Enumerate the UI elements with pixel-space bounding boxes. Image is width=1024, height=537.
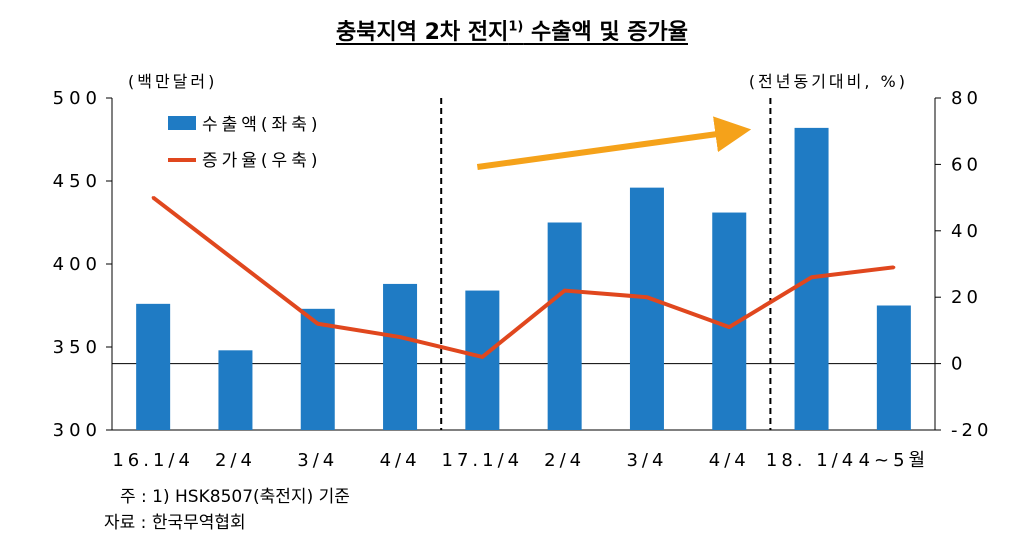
bar-4 — [465, 290, 500, 430]
x-axis-tick-label: 2/4 — [544, 450, 585, 471]
right-axis-tick-label: 40 — [951, 221, 982, 242]
left-axis-tick-label: 400 — [53, 254, 102, 275]
chart-title-main: 충북지역 2차 전지 — [336, 20, 509, 45]
trend-arrow — [476, 116, 752, 170]
right-axis-tick-label: 80 — [951, 88, 982, 109]
footnote-note: 주 : 1) HSK8507(축전지) 기준 — [120, 487, 350, 507]
x-axis-tick-label: 18. 1/4 — [766, 450, 857, 471]
growth-rate-line — [151, 196, 895, 359]
left-axis-tick-label: 450 — [53, 171, 102, 192]
x-axis-tick-label: 4~5월 — [859, 450, 930, 471]
growth-rate-point-8 — [810, 275, 814, 279]
growth-rate-point-0 — [151, 196, 155, 200]
growth-rate-point-4 — [480, 355, 484, 359]
footnote-source: 자료 : 한국무역협회 — [104, 513, 246, 533]
growth-rate-point-2 — [316, 322, 320, 326]
right-axis-tick-label: 0 — [951, 354, 966, 375]
x-axis-tick-label: 16.1/4 — [112, 450, 194, 471]
x-axis-tick-label: 17.1/4 — [442, 450, 524, 471]
x-axis-tick-label: 2/4 — [215, 450, 256, 471]
right-axis-unit: (전년동기대비, %) — [748, 72, 908, 91]
x-axis-tick-label: 4/4 — [709, 450, 750, 471]
x-axis-tick-label: 3/4 — [626, 450, 667, 471]
bar-0 — [136, 303, 171, 430]
bar-3 — [383, 283, 418, 430]
legend-bar-label: 수출액(좌축) — [202, 115, 321, 135]
growth-rate-point-7 — [727, 325, 731, 329]
chart-title: 충북지역 2차 전지1) 수출액 및 증가율 — [0, 14, 1024, 46]
right-axis-tick-label: -20 — [951, 420, 992, 441]
chart-title-footnote-mark: 1) — [508, 19, 524, 35]
bar-9 — [876, 305, 911, 430]
chart-title-rest: 수출액 및 증가율 — [523, 20, 688, 45]
left-axis-tick-label: 350 — [53, 337, 102, 358]
right-axis-tick-label: 20 — [951, 287, 982, 308]
bar-1 — [218, 350, 253, 430]
growth-rate-point-5 — [563, 289, 567, 293]
x-axis-tick-label: 4/4 — [380, 450, 421, 471]
bar-5 — [547, 222, 582, 430]
left-axis-tick-label: 300 — [53, 420, 102, 441]
left-axis-tick-label: 500 — [53, 88, 102, 109]
left-axis-unit: (백만달러) — [128, 72, 218, 91]
growth-rate-point-6 — [645, 295, 649, 299]
right-axis-tick-label: 60 — [951, 154, 982, 175]
x-axis-tick-label: 3/4 — [297, 450, 338, 471]
growth-rate-point-3 — [398, 335, 402, 339]
legend-line-label: 증가율(우축) — [202, 151, 321, 171]
legend-bar-swatch — [168, 116, 196, 130]
bar-2 — [300, 308, 335, 430]
bar-6 — [629, 187, 664, 430]
growth-rate-point-9 — [892, 265, 896, 269]
